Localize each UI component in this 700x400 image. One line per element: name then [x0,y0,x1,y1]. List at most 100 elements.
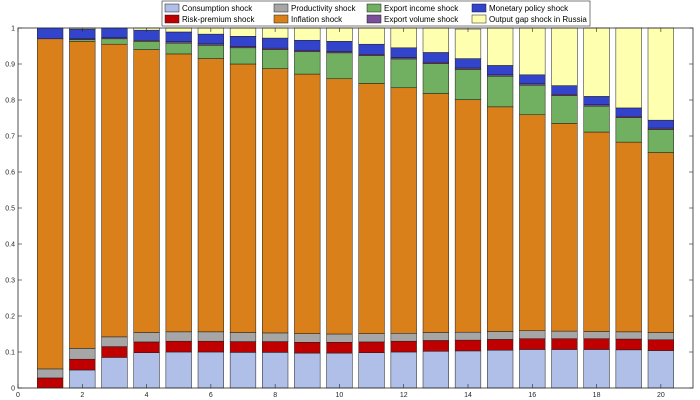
bar-segment [422,351,449,389]
bar-segment [454,339,482,352]
bar-segment [294,73,321,334]
bar-segment [615,349,642,389]
bar-segment [229,341,257,353]
x-tick-label: 20 [657,392,665,399]
legend-label: Monetary policy shock [489,4,569,13]
x-tick-label: 14 [464,392,472,399]
bar-segment [294,333,321,343]
legend-swatch [273,3,289,13]
bar-segment [583,338,610,350]
bar-segment [133,332,160,343]
bar-segment [551,330,578,339]
bar-segment [358,352,385,389]
bar-segment [487,339,514,351]
bar-segment [487,65,514,76]
plot-area [18,28,693,388]
legend-label: Consumption shock [182,4,253,13]
bar-segment [422,63,449,94]
x-tick-label: 10 [336,392,344,399]
bar-segment [326,41,353,52]
bar-segment [101,38,128,45]
bar-segment [390,340,417,353]
x-tick-label: 12 [400,392,408,399]
bar-segment [37,368,64,379]
bar-segment [647,129,674,153]
y-tick-label: 0.4 [5,242,15,249]
bar-segment [133,41,160,50]
bar-segment [37,27,64,40]
bar-segment [551,338,578,350]
bar-segment [615,117,642,143]
bar-segment [197,58,224,333]
bar-segment [519,349,546,389]
bar-segment [37,38,64,370]
bar-segment [615,27,642,109]
x-tick-label: 2 [80,392,84,399]
bar-segment [422,93,449,333]
bar-segment [422,52,449,63]
bar-segment [583,105,610,133]
bar-segment [165,53,192,333]
bar-segment [294,51,321,75]
x-tick-label: 0 [16,392,20,399]
bar-segment [69,348,96,360]
bar-segment [615,338,642,351]
bar-segment [262,49,289,69]
bar-segment [101,27,128,38]
bar-segment [647,350,674,389]
bar-segment [294,27,321,41]
bar-segment [294,39,321,51]
bar-segment [69,41,96,349]
bar-segment [294,352,321,389]
x-tick-label: 4 [145,392,149,399]
bar-segment [519,27,546,76]
bar-segment [454,350,482,389]
bar-segment [326,342,353,354]
bar-segment [262,68,289,334]
bar-segment [487,75,514,108]
bar-segment [326,352,353,389]
bar-segment [422,27,449,53]
y-tick-label: 0.8 [5,98,15,105]
bar-segment [519,74,546,85]
bar-segment [519,84,546,116]
y-tick-label: 1 [11,26,15,33]
bar-segment [519,114,546,332]
legend-label: Inflation shock [291,15,343,24]
y-tick-label: 0.3 [5,278,15,285]
bar-segment [197,45,224,59]
bar-segment [101,346,128,358]
bar-segment [133,49,160,333]
bar-segment [358,333,385,343]
y-tick-label: 0.5 [5,206,15,213]
legend-label: Output gap shock in Russia [489,15,587,24]
bar-segment [551,123,578,332]
legend-swatch [164,3,180,13]
bar-segment [487,27,514,66]
y-tick-label: 0.6 [5,170,15,177]
legend-label: Export income shock [384,4,459,13]
bar-segment [262,341,289,353]
bar-segment [197,331,224,342]
y-tick-label: 0 [11,386,15,393]
bar-segment [583,349,610,389]
bar-segment [37,377,64,389]
bar-segment [647,27,674,121]
legend-label: Productivity shock [291,4,356,13]
bar-segment [197,340,224,353]
bar-segment [358,341,385,353]
bar-segment [390,58,417,89]
bar-segment [583,27,610,97]
legend-swatch [366,14,382,24]
bar-segment [133,341,160,353]
bar-segment [422,340,449,352]
bar-segment [454,69,482,100]
bar-segment [165,340,192,353]
bar-segment [551,349,578,389]
bar-segment [647,332,674,341]
y-tick-label: 0.9 [5,62,15,69]
bar-segment [229,63,257,333]
x-tick-label: 16 [528,392,536,399]
bar-segment [262,352,289,389]
